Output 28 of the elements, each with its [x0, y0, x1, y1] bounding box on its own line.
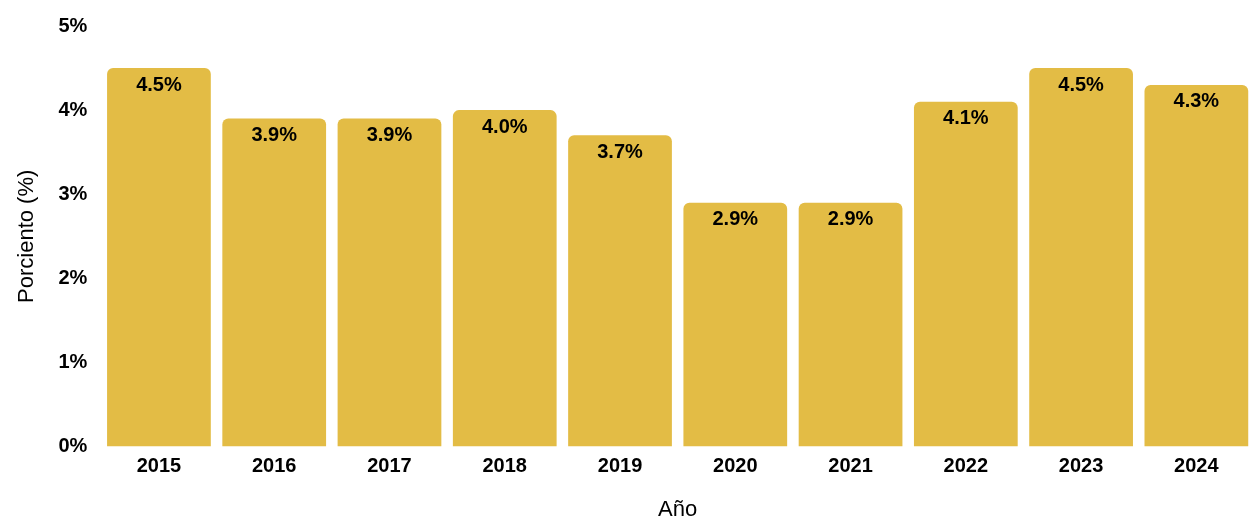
y-tick-label: 4% [58, 97, 88, 120]
x-tick-label: 2018 [482, 454, 527, 477]
x-tick-label: 2022 [943, 454, 989, 477]
data-label: 3.7% [597, 139, 644, 162]
data-label: 3.9% [366, 123, 413, 146]
data-label: 4.5% [1058, 72, 1105, 95]
y-tick-label: 1% [58, 350, 88, 372]
y-tick-label: 0% [58, 434, 88, 457]
x-tick-label: 2016 [251, 454, 297, 477]
x-tick-label: 2019 [597, 454, 643, 477]
data-label: 3.9% [251, 123, 298, 146]
y-tick-label: 2% [58, 265, 88, 288]
y-tick-label: 5% [58, 13, 88, 36]
data-label: 4.5% [136, 72, 182, 95]
x-tick-label: 2021 [828, 454, 873, 477]
x-tick-label: 2017 [367, 454, 412, 477]
data-label: 2.9% [712, 207, 759, 230]
x-tick-label: 2023 [1058, 454, 1104, 477]
data-label: 4.0% [481, 114, 528, 137]
data-label: 4.1% [943, 106, 989, 129]
y-axis-title: Porciento (%) [13, 169, 39, 303]
x-axis-title: Año [658, 495, 698, 521]
x-tick-label: 2024 [1174, 454, 1220, 477]
x-tick-label: 2015 [136, 454, 182, 477]
x-tick-label: 2020 [713, 454, 758, 477]
y-tick-label: 3% [58, 181, 88, 204]
data-label: 2.9% [827, 207, 874, 230]
data-label: 4.3% [1173, 89, 1220, 112]
